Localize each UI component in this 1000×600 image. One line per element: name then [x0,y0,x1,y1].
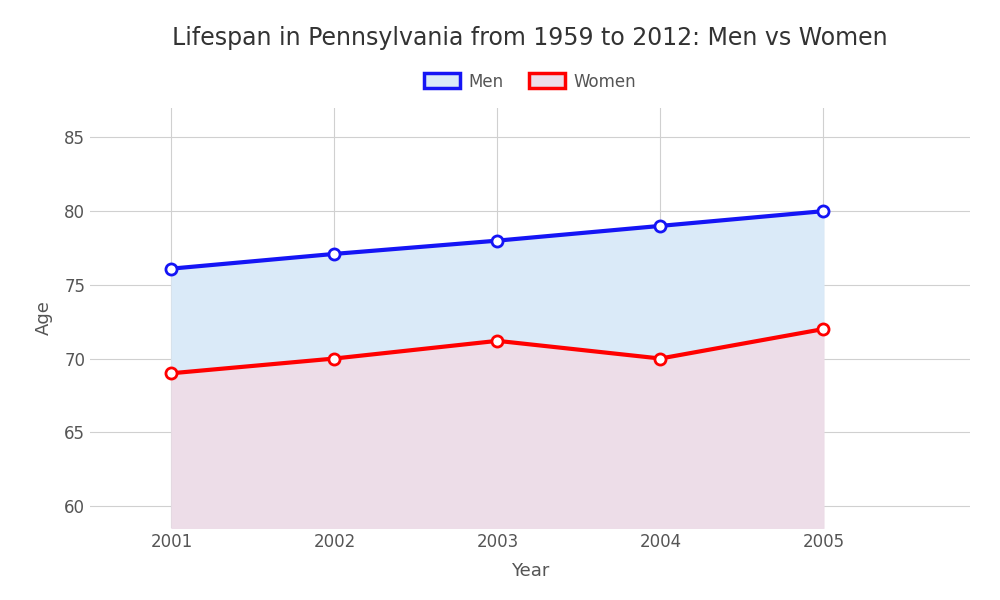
Y-axis label: Age: Age [35,301,53,335]
X-axis label: Year: Year [511,562,549,580]
Title: Lifespan in Pennsylvania from 1959 to 2012: Men vs Women: Lifespan in Pennsylvania from 1959 to 20… [172,26,888,50]
Legend: Men, Women: Men, Women [417,66,643,97]
